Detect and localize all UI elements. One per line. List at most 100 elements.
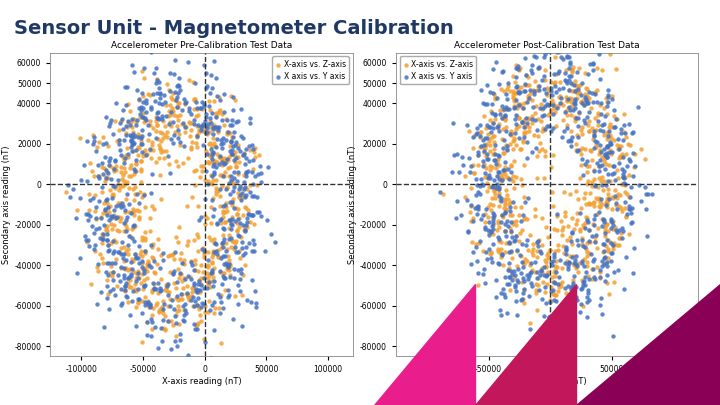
Title: Accelerometer Pre-Calibration Test Data: Accelerometer Pre-Calibration Test Data [111, 41, 292, 51]
X-axis vs. Z-axis [213, 304, 225, 311]
X-axis vs. Z-axis [213, 94, 225, 100]
X-axis vs. Z-axis [507, 92, 518, 98]
X-axis vs. Z-axis [541, 85, 553, 91]
X-axis vs. Z-axis [492, 156, 504, 162]
X-axis vs. Z-axis [592, 196, 603, 202]
X axis vs. Y axis [472, 270, 484, 276]
X axis vs. Y axis [236, 190, 248, 196]
X-axis vs. Z-axis [531, 289, 542, 296]
X axis vs. Y axis [119, 283, 130, 289]
X axis vs. Y axis [251, 209, 263, 216]
X-axis vs. Z-axis [555, 100, 567, 107]
X-axis vs. Z-axis [528, 86, 539, 93]
X axis vs. Y axis [479, 142, 490, 148]
X axis vs. Y axis [485, 227, 497, 234]
X axis vs. Y axis [587, 258, 598, 264]
X axis vs. Y axis [597, 162, 608, 168]
X axis vs. Y axis [487, 226, 499, 232]
X axis vs. Y axis [130, 255, 142, 261]
X axis vs. Y axis [511, 247, 523, 254]
X axis vs. Y axis [130, 168, 141, 174]
X-axis vs. Z-axis [232, 142, 243, 148]
X axis vs. Y axis [70, 215, 81, 221]
X axis vs. Y axis [181, 290, 193, 296]
X axis vs. Y axis [195, 214, 207, 221]
X axis vs. Y axis [107, 131, 118, 137]
X-axis vs. Z-axis [562, 41, 574, 48]
X-axis vs. Z-axis [521, 258, 533, 264]
X axis vs. Y axis [132, 117, 143, 124]
X axis vs. Y axis [591, 139, 603, 145]
X axis vs. Y axis [124, 121, 135, 128]
X-axis vs. Z-axis [522, 44, 534, 51]
X-axis vs. Z-axis [487, 120, 499, 126]
X-axis vs. Z-axis [511, 248, 523, 254]
X axis vs. Y axis [238, 151, 249, 157]
X axis vs. Y axis [582, 290, 593, 296]
X axis vs. Y axis [482, 156, 494, 162]
X-axis vs. Z-axis [472, 161, 484, 168]
Polygon shape [576, 284, 720, 405]
X axis vs. Y axis [210, 240, 221, 247]
X axis vs. Y axis [594, 142, 606, 149]
X-axis vs. Z-axis [217, 158, 229, 164]
X-axis vs. Z-axis [176, 271, 187, 277]
X-axis vs. Z-axis [138, 266, 149, 272]
X axis vs. Y axis [455, 212, 467, 219]
X axis vs. Y axis [217, 244, 229, 250]
X axis vs. Y axis [487, 124, 499, 131]
X axis vs. Y axis [137, 264, 148, 271]
X-axis vs. Z-axis [550, 292, 562, 298]
X axis vs. Y axis [188, 303, 199, 309]
X-axis vs. Z-axis [244, 219, 256, 226]
X-axis vs. Z-axis [573, 65, 585, 71]
X-axis vs. Z-axis [620, 213, 631, 219]
X axis vs. Y axis [615, 130, 626, 136]
X-axis vs. Z-axis [123, 284, 135, 290]
X axis vs. Y axis [146, 171, 158, 177]
X-axis vs. Z-axis [107, 269, 119, 275]
X axis vs. Y axis [132, 255, 144, 262]
X-axis vs. Z-axis [203, 234, 215, 240]
X axis vs. Y axis [557, 55, 568, 62]
X axis vs. Y axis [576, 260, 588, 266]
X axis vs. Y axis [572, 122, 584, 129]
X axis vs. Y axis [78, 162, 90, 168]
X-axis vs. Z-axis [583, 201, 595, 207]
X-axis vs. Z-axis [104, 203, 115, 209]
X-axis vs. Z-axis [135, 168, 146, 174]
X axis vs. Y axis [206, 267, 217, 273]
X axis vs. Y axis [156, 113, 168, 119]
X-axis vs. Z-axis [531, 307, 543, 313]
X axis vs. Y axis [515, 270, 526, 276]
X axis vs. Y axis [122, 117, 134, 124]
X-axis vs. Z-axis [508, 136, 520, 143]
X-axis vs. Z-axis [479, 174, 490, 181]
X-axis vs. Z-axis [122, 267, 133, 274]
X-axis vs. Z-axis [544, 247, 556, 253]
Polygon shape [475, 284, 576, 405]
X-axis vs. Z-axis [485, 108, 497, 115]
X-axis vs. Z-axis [182, 155, 194, 161]
X-axis vs. Z-axis [499, 196, 510, 202]
X-axis vs. Z-axis [582, 128, 594, 134]
X axis vs. Y axis [237, 239, 248, 245]
X-axis vs. Z-axis [489, 133, 500, 139]
X axis vs. Y axis [501, 217, 513, 224]
X-axis vs. Z-axis [235, 194, 246, 201]
X-axis vs. Z-axis [603, 124, 615, 130]
X-axis vs. Z-axis [219, 173, 230, 179]
X axis vs. Y axis [235, 197, 247, 203]
X axis vs. Y axis [480, 248, 492, 255]
X-axis vs. Z-axis [206, 254, 217, 260]
X-axis vs. Z-axis [125, 266, 136, 272]
X axis vs. Y axis [547, 124, 559, 131]
X-axis vs. Z-axis [202, 159, 214, 165]
X axis vs. Y axis [621, 163, 632, 169]
X-axis label: X-axis reading (nT): X-axis reading (nT) [508, 377, 587, 386]
X-axis vs. Z-axis [123, 185, 135, 191]
X-axis vs. Z-axis [557, 117, 569, 124]
X axis vs. Y axis [74, 194, 86, 201]
X axis vs. Y axis [456, 153, 468, 160]
X-axis vs. Z-axis [541, 252, 553, 258]
